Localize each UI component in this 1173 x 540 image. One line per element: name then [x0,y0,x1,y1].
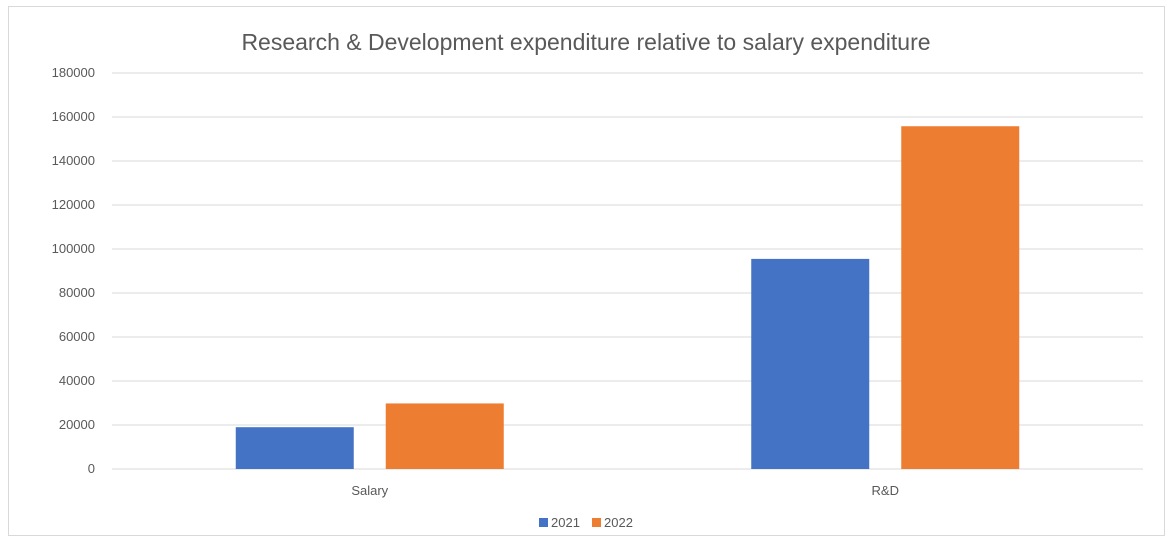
legend-label: 2022 [604,515,633,530]
bar-2021-rd [751,258,870,469]
x-category-label: Salary [351,483,388,498]
bar-2022-rd [901,126,1020,470]
y-tick-label: 100000 [52,241,95,256]
bar-2021-salary [235,427,354,469]
chart-title: Research & Development expenditure relat… [241,29,930,55]
y-tick-label: 60000 [59,329,95,344]
legend-item: 2021 [539,515,580,530]
legend-swatch [539,518,548,527]
legend-item: 2022 [592,515,633,530]
y-tick-label: 20000 [59,417,95,432]
bar-2022-salary [385,403,504,469]
x-category-label: R&D [872,483,899,498]
y-axis-ticks: 0 20000 40000 60000 80000 100000 120000 140000 1… [52,65,95,476]
legend: 2021 2022 [539,515,633,530]
y-tick-label: 160000 [52,109,95,124]
y-tick-label: 80000 [59,285,95,300]
y-tick-label: 180000 [52,65,95,80]
x-axis-categories: Salary R&D [351,483,899,498]
bars [235,126,1020,470]
y-tick-label: 120000 [52,197,95,212]
y-tick-label: 40000 [59,373,95,388]
y-tick-label: 140000 [52,153,95,168]
legend-label: 2021 [551,515,580,530]
y-tick-label: 0 [88,461,95,476]
legend-swatch [592,518,601,527]
